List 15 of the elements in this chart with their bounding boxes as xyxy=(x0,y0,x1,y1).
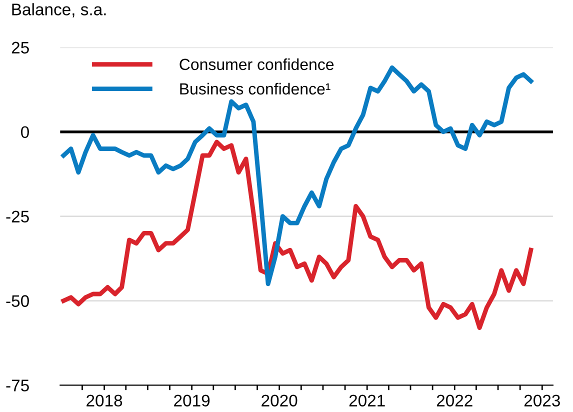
x-tick-label: 2020 xyxy=(262,394,298,406)
legend-label: Consumer confidence xyxy=(180,58,334,70)
y-tick-label: 0 xyxy=(20,126,29,138)
x-tick-label: 2021 xyxy=(349,394,385,406)
x-tick-label: 2018 xyxy=(86,394,122,406)
y-tick-label: -75 xyxy=(6,380,29,392)
legend-label: Business confidence¹ xyxy=(180,82,330,95)
line-series xyxy=(61,140,534,330)
x-tick-label: 2022 xyxy=(436,394,472,406)
x-tick-label: 2023 xyxy=(524,394,560,406)
y-tick-label: -50 xyxy=(6,295,29,307)
y-tick-label: -25 xyxy=(6,210,29,223)
y-axis-title: Balance, s.a. xyxy=(12,3,106,18)
x-tick-label: 2019 xyxy=(174,394,210,406)
y-tick-label: 25 xyxy=(12,42,29,54)
